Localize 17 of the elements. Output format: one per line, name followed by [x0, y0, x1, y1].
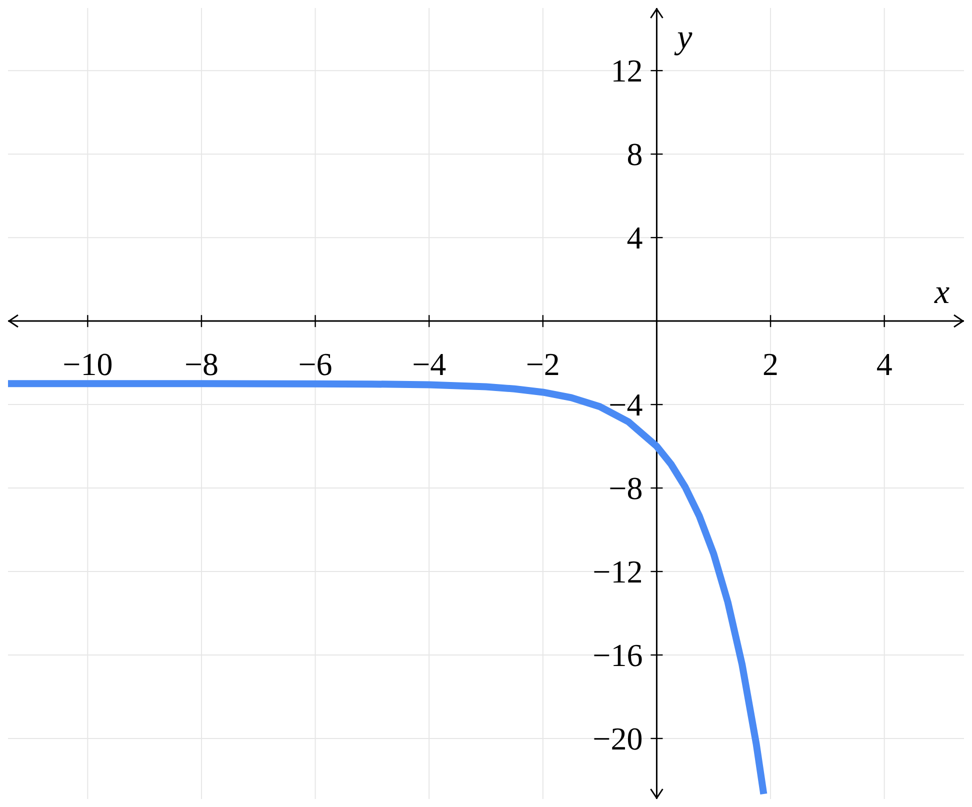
x-axis-title: x: [933, 274, 950, 312]
y-tick-label: 12: [610, 52, 643, 89]
x-tick-label: −10: [62, 346, 113, 382]
y-tick-label: −16: [592, 636, 643, 673]
y-tick-label: −8: [608, 470, 643, 506]
x-tick-label: 4: [876, 346, 892, 382]
x-tick-label: −8: [184, 346, 218, 382]
y-axis-title: y: [674, 19, 694, 56]
x-tick-label: −6: [298, 346, 332, 382]
y-tick-label: 4: [626, 220, 643, 256]
x-tick-label: −2: [526, 346, 560, 382]
x-tick-label: 2: [762, 346, 779, 382]
y-tick-label: −20: [592, 720, 643, 756]
y-tick-label: −12: [592, 554, 643, 590]
x-tick-label: −4: [412, 346, 446, 382]
y-tick-label: −4: [608, 386, 643, 423]
y-tick-label: 8: [626, 136, 643, 172]
